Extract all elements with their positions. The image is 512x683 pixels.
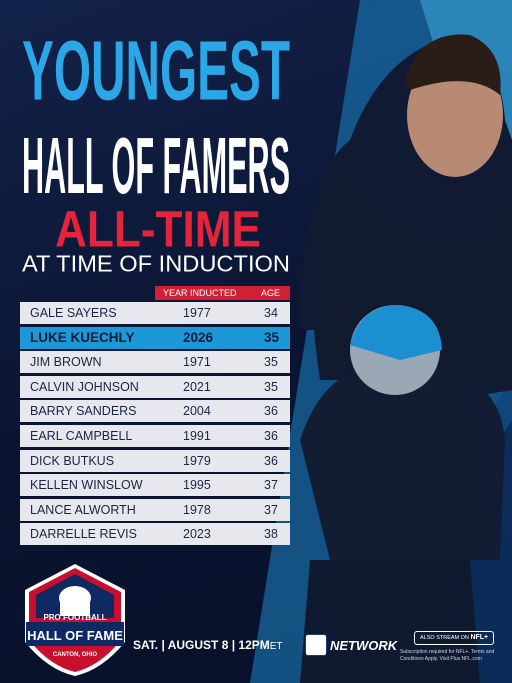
year-inducted: 2026 xyxy=(183,329,214,345)
age: 35 xyxy=(264,355,278,370)
stream-badge: ALSO STREAM ON NFL+ xyxy=(414,631,495,645)
table-row: LANCE ALWORTH 1978 37 xyxy=(20,498,290,521)
year-inducted: 1978 xyxy=(183,502,211,517)
stream-text: ALSO STREAM ON xyxy=(420,635,469,641)
age: 36 xyxy=(264,429,278,443)
player-name: BARRY SANDERS xyxy=(30,404,137,419)
player-name: EARL CAMPBELL xyxy=(30,429,133,443)
table-row: DICK BUTKUS 1979 36 xyxy=(20,449,290,472)
schedule: SAT. | AUGUST 8 | 12PMET xyxy=(133,638,283,652)
logo-main: HALL OF FAME xyxy=(27,628,123,643)
year-inducted: 1971 xyxy=(183,355,211,370)
table-row: EARL CAMPBELL 1991 36 xyxy=(20,425,290,447)
player-name: JIM BROWN xyxy=(30,355,102,370)
stream-brand: NFL+ xyxy=(470,634,489,641)
column-header: YEAR INDUCTED xyxy=(163,288,237,298)
schedule-text: SAT. | AUGUST 8 | 12PM xyxy=(133,638,270,652)
year-inducted: 1995 xyxy=(183,478,211,493)
year-inducted: 1991 xyxy=(183,429,211,443)
age: 35 xyxy=(264,329,280,345)
disclaimer: Subscription required for NFL+. Terms an… xyxy=(400,649,495,662)
player-name: DICK BUTKUS xyxy=(30,453,115,468)
table-row: JIM BROWN 1971 35 xyxy=(20,351,290,374)
title-line-1: YOUNGEST xyxy=(22,23,290,118)
year-inducted: 2023 xyxy=(183,527,211,542)
hof-logo: PRO FOOTBALL HALL OF FAME CANTON, OHIO xyxy=(25,564,125,676)
player-name: LANCE ALWORTH xyxy=(30,502,136,517)
table-row: LUKE KUECHLY 2026 35 xyxy=(20,326,290,349)
age: 34 xyxy=(264,306,278,320)
year-inducted: 1977 xyxy=(183,306,211,320)
table-header: YEAR INDUCTED AGE xyxy=(155,286,290,300)
subtitle: AT TIME OF INDUCTION xyxy=(22,252,290,278)
year-inducted: 2004 xyxy=(183,404,211,419)
age: 36 xyxy=(264,453,278,468)
nfl-shield xyxy=(305,634,327,656)
player-name: KELLEN WINSLOW xyxy=(30,478,143,493)
age: 37 xyxy=(264,478,278,493)
logo-top: PRO FOOTBALL xyxy=(43,613,106,622)
logo-bottom: CANTON, OHIO xyxy=(53,652,98,658)
timezone: ET xyxy=(269,641,283,652)
table-row: DARRELLE REVIS 2023 38 xyxy=(20,523,290,546)
table-row: KELLEN WINSLOW 1995 37 xyxy=(20,474,290,497)
table-row: CALVIN JOHNSON 2021 35 xyxy=(20,375,290,398)
age: 37 xyxy=(264,502,278,517)
table-row: GALE SAYERS 1977 34 xyxy=(20,302,290,324)
title-line-2: HALL OF FAMERS xyxy=(22,121,290,211)
year-inducted: 1979 xyxy=(183,453,211,468)
table-row: BARRY SANDERS 2004 36 xyxy=(20,400,290,423)
player-name: GALE SAYERS xyxy=(30,306,117,320)
age: 36 xyxy=(264,404,278,419)
player-name: LUKE KUECHLY xyxy=(30,329,135,345)
player-name: CALVIN JOHNSON xyxy=(30,379,139,394)
age: 35 xyxy=(264,379,278,394)
column-header: AGE xyxy=(261,288,281,298)
year-inducted: 2021 xyxy=(183,379,211,394)
age: 38 xyxy=(264,527,278,542)
network: NETWORK xyxy=(330,638,398,653)
player-name: DARRELLE REVIS xyxy=(30,527,137,542)
title-line-3: ALL-TIME xyxy=(55,201,261,259)
